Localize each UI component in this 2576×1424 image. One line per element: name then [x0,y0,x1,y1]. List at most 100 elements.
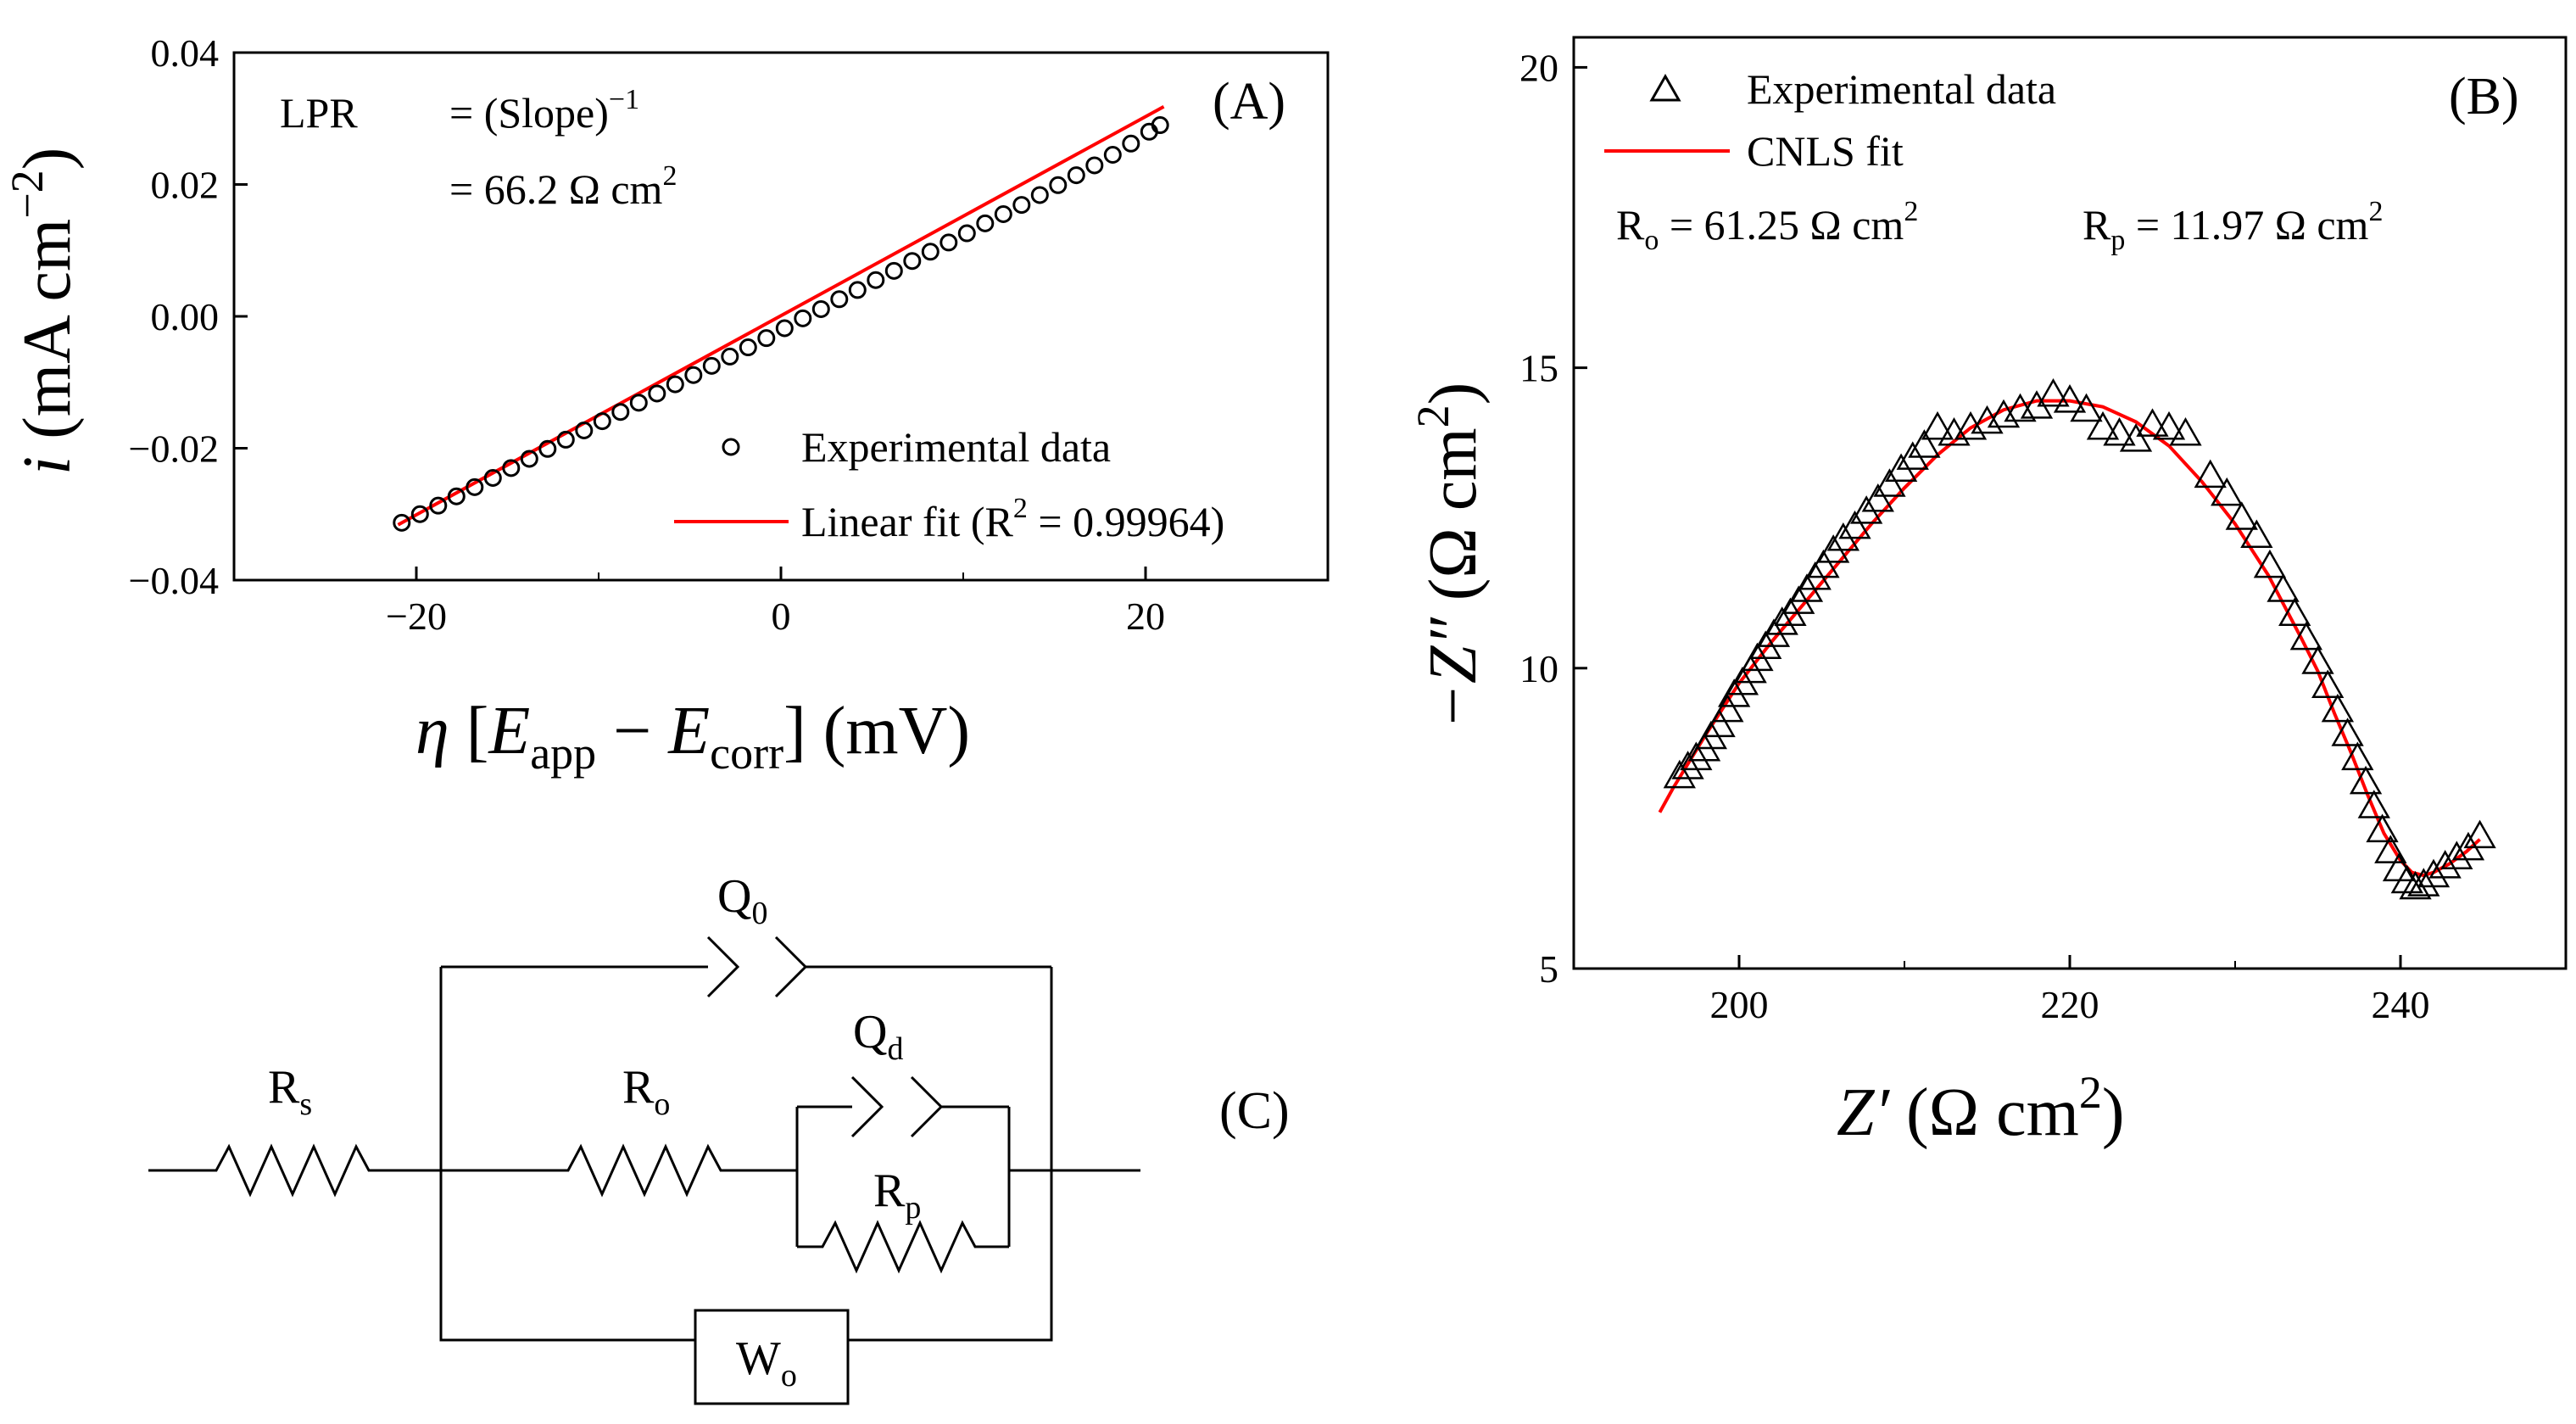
data-point [2225,501,2258,530]
data-point [1085,156,1104,175]
data-point [520,450,538,468]
y-tick-label: 20 [1519,46,1558,89]
data-point [2357,790,2390,818]
data-point [1861,483,1894,512]
panel-a-label: (A) [1213,73,1285,131]
panel-b-chart: 200 220 240 5 10 15 20 (B) Experimental data C… [1408,36,2568,1150]
panel-b-rp-annotation: Rp = 11.97 Ω cm2 [2083,196,2383,256]
panel-a-legend: Experimental data Linear fit (R2 = 0.999… [674,423,1224,545]
data-point [1122,134,1140,153]
data-point [593,412,611,431]
data-point [2086,410,2120,440]
panel-a-xlabel: η [Eapp − Ecorr] (mV) [415,694,970,779]
data-point [1765,606,1798,635]
data-point [1971,405,2004,434]
data-point [2194,459,2227,489]
data-point [2428,850,2462,879]
panel-c-circuit [148,935,1140,1405]
data-point [940,233,958,252]
panel-b-ticks: 200 220 240 5 10 15 20 [1519,46,2430,1026]
data-point [2169,417,2202,446]
data-point [2311,669,2345,699]
data-point [2253,549,2287,578]
resistor-rs [148,1143,441,1198]
outer-loop-right [848,967,1053,1342]
panel-a-legend-circle-marker [722,438,740,456]
data-point [721,347,739,366]
panel-b-legend-experimental: Experimental data [1747,65,2056,113]
data-point [976,214,995,232]
label-q0: Q0 [717,870,767,931]
data-point [2417,858,2451,888]
cpe-q0-plate-2 [774,935,808,998]
data-point [867,271,885,289]
y-tick-label: 10 [1519,647,1558,690]
data-point [2407,868,2440,896]
data-point [1671,751,1704,779]
data-point [848,281,867,299]
panel-b-label: (B) [2449,68,2519,126]
data-point [575,422,594,440]
label-wo: Wo [736,1332,797,1393]
data-point [2278,597,2311,627]
x-tick-label: −20 [386,595,447,638]
panel-a-legend-experimental: Experimental data [801,423,1111,471]
data-point [466,477,484,496]
data-point [1151,116,1169,135]
panel-a-lpr-equation-1: = (Slope)−1 [449,84,639,137]
x-tick-label: 240 [2372,983,2430,1026]
data-point [429,496,448,515]
cpe-qd-plate-2 [910,1075,944,1138]
panel-a-ylabel: i (mA cm−2) [2,148,85,475]
data-point [1680,741,1713,771]
data-point [2301,645,2334,674]
data-point [2463,819,2496,849]
data-point [611,403,630,422]
data-point [1703,708,1736,738]
x-tick-label: 200 [1710,983,1769,1026]
x-tick-label: 20 [1126,595,1165,638]
panel-b-data-points [1663,377,2496,900]
data-point [2331,718,2364,746]
data-point [393,513,411,532]
data-point [2440,840,2473,869]
data-point [2119,423,2153,452]
y-tick-label: 0.02 [151,164,220,207]
data-point [957,224,976,243]
y-tick-label: 5 [1539,947,1558,991]
data-point [811,299,830,318]
data-point [1807,549,1840,578]
panel-a-chart: −20 0 20 −0.04 −0.02 0.00 0.02 0.04 (A) LPR = (… [2,31,1330,779]
data-point [629,394,648,412]
data-point [1030,186,1049,204]
x-tick-label: 220 [2041,983,2099,1026]
panel-b-plot-frame [1572,36,2568,970]
fit-curve [397,105,1165,527]
data-point [994,204,1012,223]
data-point [2267,573,2300,602]
data-point [1938,417,1971,446]
panel-a-lpr-label: LPR [280,89,358,137]
data-point [921,243,940,261]
data-point [2053,384,2087,413]
y-tick-label: 0.00 [151,295,220,338]
data-point [2211,477,2244,506]
panel-a-lpr-equation-2: = 66.2 Ω cm2 [449,160,677,213]
panel-c-label: (C) [1219,1082,1290,1140]
data-point [2070,393,2103,422]
data-point [2103,417,2136,446]
data-point [556,430,575,449]
label-rp: Rp [873,1164,921,1226]
warburg-element-wo [694,1309,850,1405]
data-point [538,439,557,458]
cpe-qd-plate-1 [850,1075,884,1138]
resistor-rp [797,1220,1009,1274]
data-point [1103,146,1122,165]
data-point [1908,429,1941,458]
data-point [2037,377,2070,407]
resistor-ro [441,1143,797,1198]
data-point [2374,835,2407,863]
x-tick-label: 0 [772,595,791,638]
data-point [483,468,502,487]
y-tick-label: 0.04 [151,31,220,75]
